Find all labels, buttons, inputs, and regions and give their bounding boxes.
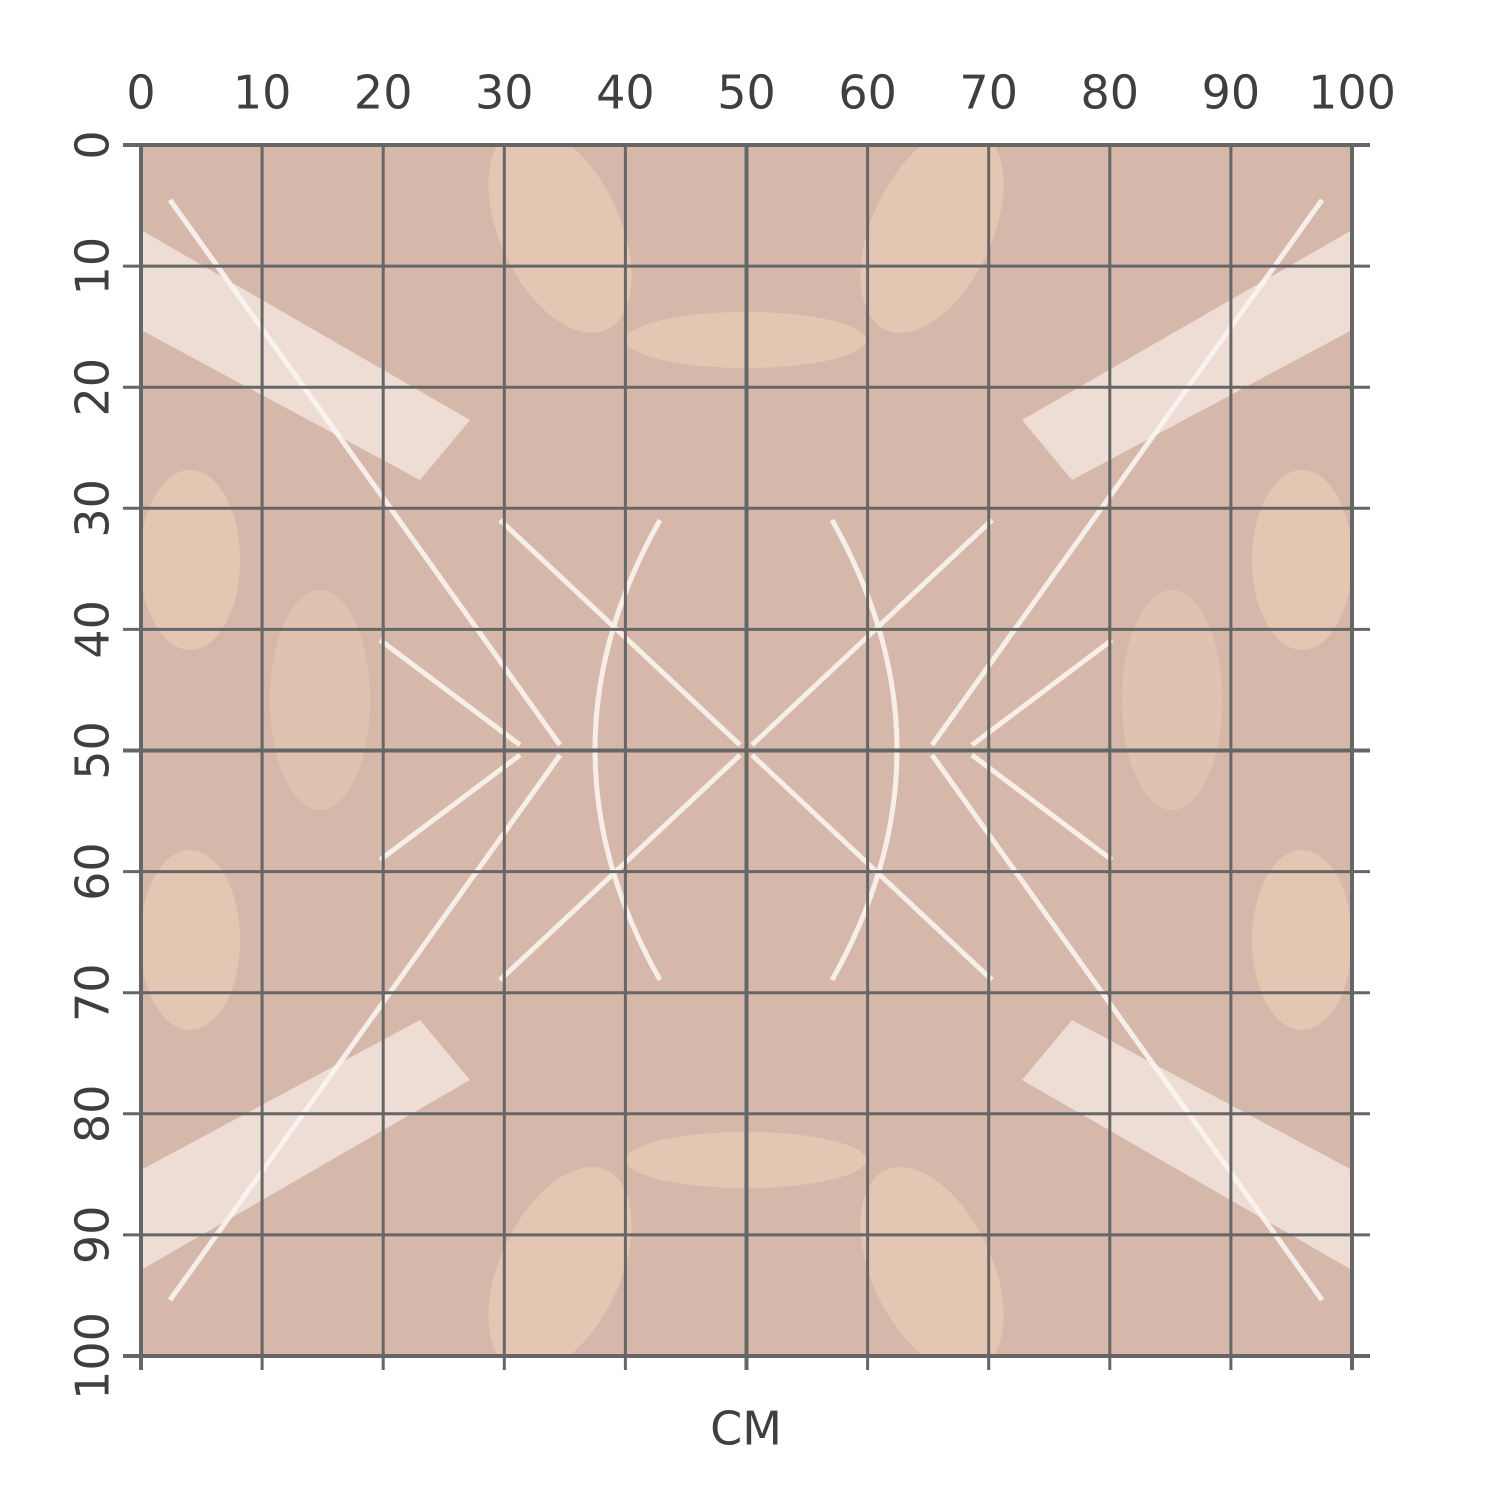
x-tick-label: 0 xyxy=(126,66,155,120)
x-tick-label: 10 xyxy=(233,66,292,120)
x-tick-label: 20 xyxy=(354,66,413,120)
tick-labels: 0 10 20 30 40 50 60 70 80 90 100 0 10 20 30 40 50 60 70 80 9… xyxy=(66,66,1396,1400)
y-tick-label: 70 xyxy=(66,963,120,1022)
y-tick-label: 20 xyxy=(66,358,120,417)
y-tick-label: 100 xyxy=(66,1312,120,1400)
white-veins xyxy=(141,230,1352,1270)
y-tick-label: 0 xyxy=(66,130,120,159)
grid xyxy=(123,143,1370,1370)
marble-pattern xyxy=(141,145,1352,1356)
y-tick-label: 10 xyxy=(66,237,120,296)
y-tick-label: 90 xyxy=(66,1206,120,1265)
y-tick-label: 50 xyxy=(66,721,120,780)
x-tick-label: 50 xyxy=(717,66,776,120)
x-tick-label: 100 xyxy=(1308,66,1396,120)
x-tick-label: 70 xyxy=(959,66,1018,120)
x-tick-label: 60 xyxy=(838,66,897,120)
y-tick-label: 60 xyxy=(66,842,120,901)
x-tick-label: 90 xyxy=(1202,66,1261,120)
x-tick-label: 30 xyxy=(475,66,534,120)
gold-veins xyxy=(141,145,1352,1356)
y-tick-label: 80 xyxy=(66,1085,120,1144)
x-tick-label: 80 xyxy=(1081,66,1140,120)
y-tick-label: 30 xyxy=(66,479,120,538)
y-tick-label: 40 xyxy=(66,600,120,659)
unit-label: CM xyxy=(710,1402,782,1456)
x-tick-label: 40 xyxy=(596,66,655,120)
